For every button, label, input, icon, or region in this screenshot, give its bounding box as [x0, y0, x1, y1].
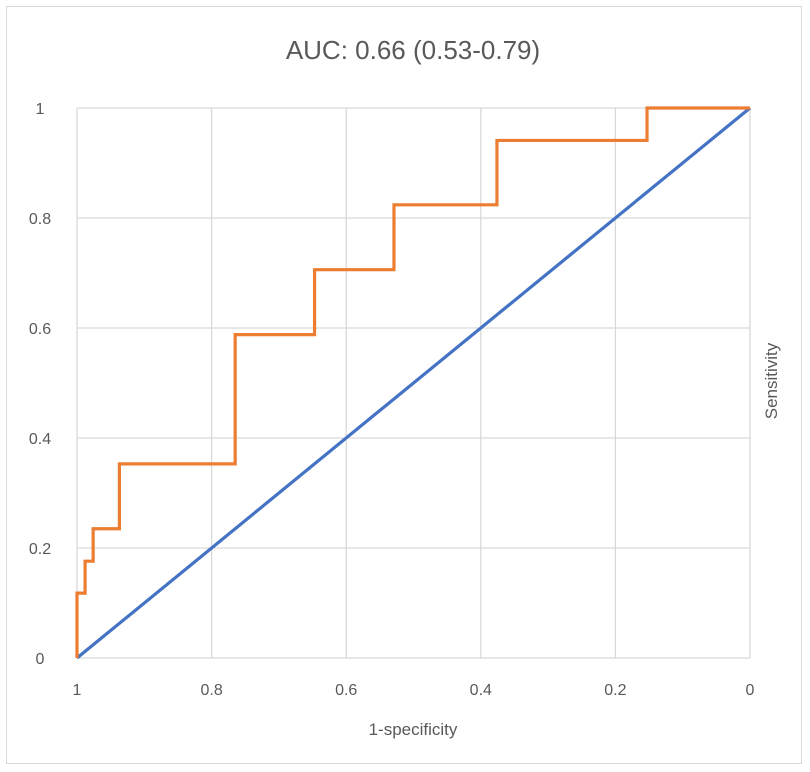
y-tick-label: 0.8 — [29, 211, 51, 228]
x-tick-label: 0.4 — [470, 682, 492, 699]
y-tick-label: 1 — [36, 101, 45, 118]
gridlines — [76, 107, 751, 659]
y-tick-label: 0.2 — [29, 541, 51, 558]
y-axis-label: Sensitivity — [762, 342, 781, 419]
tick-labels: 0 0.2 0.4 0.6 0.8 1 1 0.8 0.6 0.4 0.2 0 — [29, 101, 755, 699]
x-tick-label: 0 — [746, 682, 755, 699]
x-tick-label: 1 — [73, 682, 82, 699]
chart-title: AUC: 0.66 (0.53-0.79) — [286, 35, 540, 65]
y-tick-label: 0.4 — [29, 431, 51, 448]
reference-diagonal-line — [75, 106, 752, 660]
y-tick-label: 0 — [36, 651, 45, 668]
x-tick-label: 0.6 — [335, 682, 357, 699]
x-axis-label: 1-specificity — [369, 720, 458, 739]
series-layer — [75, 106, 752, 660]
roc-curve-line — [75, 106, 750, 658]
x-tick-label: 0.8 — [200, 682, 222, 699]
x-tick-label: 0.2 — [604, 682, 626, 699]
chart-frame — [6, 6, 802, 764]
y-tick-label: 0.6 — [29, 321, 51, 338]
